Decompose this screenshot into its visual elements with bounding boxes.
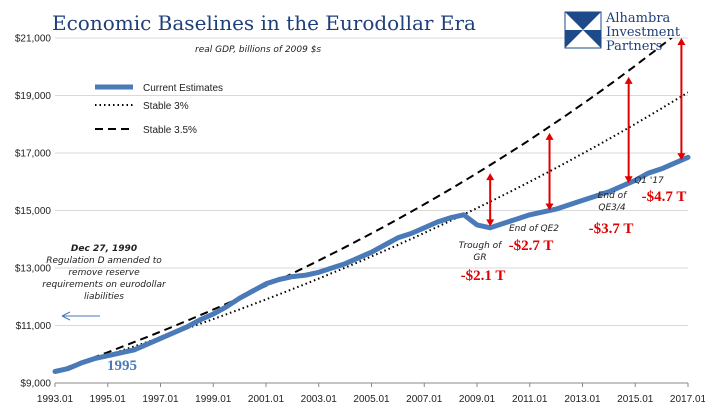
- qe34-line-2: QE3/4: [598, 203, 626, 213]
- gap-arrow-up-head: [486, 173, 495, 181]
- gap-arrow-up-head: [677, 38, 686, 45]
- logo-line-2: Investment: [606, 25, 681, 40]
- x-tick-label: 1995.01: [90, 394, 127, 405]
- regd-annotation: Dec 27, 1990 Regulation D amended to rem…: [42, 244, 167, 321]
- logo-line-1: Alhambra: [605, 11, 671, 26]
- x-tick-label: 2003.01: [301, 394, 338, 405]
- legend-label-3pct: Stable 3%: [143, 101, 189, 112]
- gap-label-4: -$4.7 T: [642, 189, 687, 205]
- series-stable-3pct-line: [55, 91, 688, 373]
- legend-label-3-5pct: Stable 3.5%: [143, 125, 197, 136]
- y-tick-label: $21,000: [15, 34, 52, 45]
- gap-label-3: -$3.7 T: [589, 221, 634, 237]
- chart-title: Economic Baselines in the Eurodollar Era: [52, 11, 476, 35]
- logo: Alhambra Investment Partners: [564, 11, 681, 54]
- gap-arrow-down-head: [624, 176, 633, 184]
- x-tick-label: 2015.01: [617, 394, 654, 405]
- gap-arrow-up-head: [624, 76, 633, 84]
- series-stable-3-5pct-line: [55, 38, 673, 373]
- gap-arrows: [486, 38, 686, 227]
- y-tick-label: $19,000: [15, 91, 52, 102]
- y-axis: $9,000 $11,000 $13,000 $15,000 $17,000 $19,00…: [15, 34, 52, 390]
- legend-label-current: Current Estimates: [143, 83, 223, 94]
- gap-arrow-up-head: [545, 132, 554, 140]
- x-tick-label: 2011.01: [512, 394, 548, 405]
- gap-arrow-down-head: [677, 153, 686, 161]
- qe2-label: End of QE2: [509, 224, 559, 234]
- regd-line-2: remove reserve: [68, 268, 140, 278]
- year-1995-label: 1995: [107, 358, 137, 374]
- gap-label-1: -$2.1 T: [461, 268, 506, 284]
- logo-mark-icon: [564, 11, 602, 49]
- x-tick-label: 1999.01: [195, 394, 232, 405]
- logo-line-3: Partners: [606, 39, 662, 54]
- left-arrow-icon: [61, 311, 100, 321]
- y-tick-label: $13,000: [15, 264, 52, 275]
- grid-lines: [55, 37, 688, 384]
- x-tick-label: 1993.01: [37, 394, 74, 405]
- x-tick-label: 2007.01: [406, 394, 443, 405]
- trough-line-2: GR: [473, 253, 486, 263]
- gap-arrow-down-head: [545, 203, 554, 211]
- chart-subtitle: real GDP, billions of 2009 $s: [195, 45, 321, 55]
- x-tick-label: 2013.01: [564, 394, 601, 405]
- x-tick-label: 1997.01: [142, 394, 179, 405]
- gap-arrow-down-head: [486, 219, 495, 227]
- regd-title: Dec 27, 1990: [71, 244, 137, 254]
- regd-line-4: liabilities: [84, 292, 124, 302]
- series-current-estimates-line: [52, 154, 691, 374]
- regd-line-3: requirements on eurodollar: [42, 280, 167, 290]
- q1-17-label: Q1 '17: [634, 176, 664, 186]
- qe34-line-1: End of: [598, 191, 628, 201]
- series-layer: [52, 38, 691, 374]
- regd-line-1: Regulation D amended to: [46, 256, 162, 266]
- trough-line-1: Trough of: [459, 241, 503, 251]
- y-tick-label: $17,000: [15, 149, 52, 160]
- x-axis: 1993.01 1995.01 1997.01 1999.01 2001.01 2003.…: [37, 382, 705, 405]
- x-tick-label: 2001.01: [248, 394, 285, 405]
- y-tick-label: $11,000: [16, 321, 52, 332]
- x-tick-label: 2009.01: [459, 394, 496, 405]
- gap-label-2: -$2.7 T: [509, 238, 554, 254]
- legend: Current Estimates Stable 3% Stable 3.5%: [95, 83, 223, 136]
- x-tick-label: 2005.01: [353, 394, 390, 405]
- x-tick-label: 2017.01: [670, 394, 705, 405]
- y-tick-label: $9,000: [20, 379, 51, 390]
- y-tick-label: $15,000: [15, 206, 52, 217]
